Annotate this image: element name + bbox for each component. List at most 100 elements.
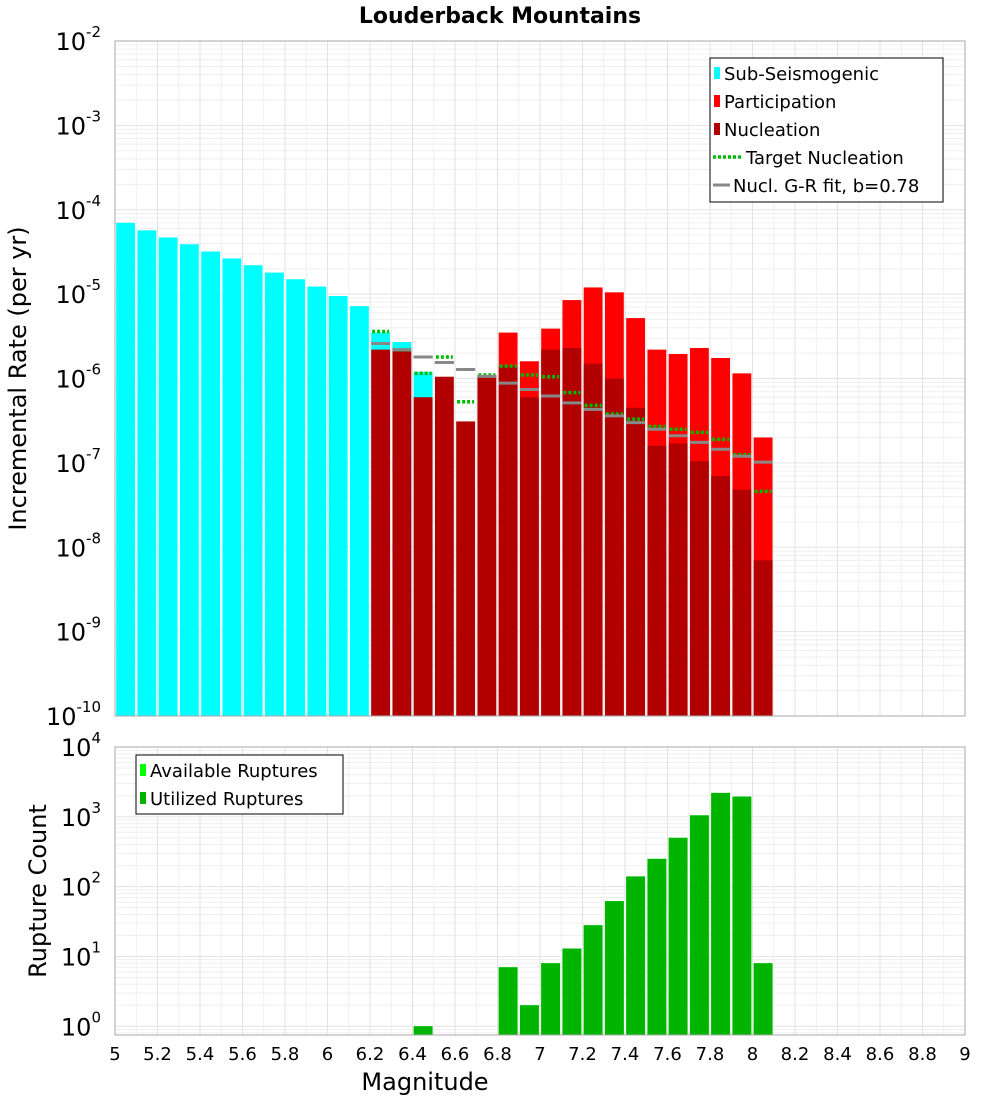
x-tick-label: 8.6 xyxy=(866,1044,895,1065)
x-tick-label: 7 xyxy=(534,1044,545,1065)
sub-seismogenic-bar xyxy=(222,258,242,716)
rate-legend-label: Sub-Seismogenic xyxy=(724,64,879,85)
rate-legend-swatch xyxy=(714,95,720,107)
count-y-tick-label: 102 xyxy=(61,869,101,902)
x-tick-label: 9 xyxy=(959,1044,970,1065)
rate-y-tick-label: 10-4 xyxy=(55,192,101,225)
sub-seismogenic-bar xyxy=(349,306,369,716)
rate-y-axis-label: Incremental Rate (per yr) xyxy=(4,226,32,530)
nucleation-bar xyxy=(732,489,752,716)
sub-seismogenic-bar xyxy=(179,244,199,717)
count-legend: Available Ruptures Utilized Ruptures xyxy=(135,754,344,815)
utilized-ruptures-bar xyxy=(519,1005,539,1035)
rate-y-tick-label: 10-10 xyxy=(46,698,101,731)
nucleation-bar xyxy=(456,421,476,716)
nucleation-bar xyxy=(413,397,433,716)
utilized-ruptures-bar xyxy=(711,792,731,1035)
utilized-ruptures-bar xyxy=(732,796,752,1035)
utilized-ruptures-bar xyxy=(413,1026,433,1035)
rate-legend-label: Nucl. G-R fit, b=0.78 xyxy=(733,176,919,197)
count-legend-box xyxy=(135,754,344,815)
count-legend-swatch xyxy=(140,764,146,776)
count-y-tick-label: 100 xyxy=(61,1008,101,1041)
x-tick-label: 8.2 xyxy=(781,1044,810,1065)
nucleation-bar xyxy=(541,349,561,716)
utilized-ruptures-bar xyxy=(604,901,624,1035)
rate-legend: Sub-Seismogenic Participation Nucleation Ta… xyxy=(709,57,944,203)
x-tick-label: 7.2 xyxy=(568,1044,597,1065)
rate-legend-box xyxy=(709,57,944,203)
x-tick-label: 7.4 xyxy=(611,1044,640,1065)
sub-seismogenic-bar xyxy=(328,296,348,716)
x-tick-label: 6.4 xyxy=(398,1044,427,1065)
utilized-ruptures-bar-group xyxy=(413,792,773,1035)
gr-fit-group xyxy=(371,341,773,464)
nucleation-bar xyxy=(711,475,731,716)
utilized-ruptures-bar xyxy=(689,815,709,1035)
rate-legend-label: Nucleation xyxy=(724,120,820,141)
count-legend-label: Available Ruptures xyxy=(150,761,318,782)
sub-seismogenic-bar xyxy=(286,279,306,716)
x-tick-label: 8.4 xyxy=(823,1044,852,1065)
x-tick-label: 5.2 xyxy=(143,1044,172,1065)
utilized-ruptures-bar xyxy=(647,858,667,1035)
nucleation-bar xyxy=(477,375,497,716)
rate-y-tick-label: 10-7 xyxy=(55,445,101,478)
nucleation-bar xyxy=(562,347,582,716)
nucleation-bar xyxy=(583,363,603,716)
count-y-tick-label: 104 xyxy=(61,729,101,762)
sub-seismogenic-bar xyxy=(243,265,263,716)
nucleation-bar-group xyxy=(371,347,773,716)
x-tick-label: 6.8 xyxy=(483,1044,512,1065)
x-tick-label: 5 xyxy=(109,1044,120,1065)
x-axis-label: Magnitude xyxy=(361,1068,488,1096)
sub-seismogenic-bar xyxy=(264,272,284,716)
sub-seismogenic-bar xyxy=(137,230,157,716)
x-tick-label: 6.6 xyxy=(441,1044,470,1065)
nucleation-bar xyxy=(753,560,773,716)
x-tick-label: 7.6 xyxy=(653,1044,682,1065)
nucleation-bar xyxy=(371,349,391,716)
nucleation-bar xyxy=(604,378,624,716)
rate-y-tick-label: 10-9 xyxy=(55,614,101,647)
nucleation-bar xyxy=(498,366,518,716)
utilized-ruptures-bar xyxy=(498,967,518,1035)
nucleation-bar xyxy=(668,443,688,716)
count-y-tick-label: 103 xyxy=(61,799,101,832)
x-tick-label: 7.8 xyxy=(696,1044,725,1065)
x-tick-label: 8.8 xyxy=(908,1044,937,1065)
x-tick-label: 5.4 xyxy=(186,1044,215,1065)
nucleation-bar xyxy=(434,376,454,716)
utilized-ruptures-bar xyxy=(541,963,561,1035)
sub-seismogenic-bar xyxy=(116,222,136,716)
x-tick-label: 6.2 xyxy=(356,1044,385,1065)
count-y-axis-label: Rupture Count xyxy=(24,804,52,978)
utilized-ruptures-bar xyxy=(626,876,646,1035)
chart-title: Louderback Mountains xyxy=(359,4,641,29)
utilized-ruptures-bar xyxy=(583,925,603,1035)
rate-y-tick-label: 10-6 xyxy=(55,361,101,394)
sub-seismogenic-bar xyxy=(307,286,327,716)
nucleation-bar xyxy=(392,351,412,716)
sub-seismogenic-bar xyxy=(201,251,221,716)
count-frame xyxy=(114,746,966,1036)
rate-legend-swatch xyxy=(714,67,720,79)
nucleation-bar xyxy=(519,397,539,716)
rate-frame xyxy=(114,40,966,717)
nucleation-bar xyxy=(626,407,646,716)
x-tick-label: 8 xyxy=(747,1044,758,1065)
count-y-tick-label: 101 xyxy=(61,938,101,971)
x-tick-label: 6 xyxy=(322,1044,333,1065)
rate-y-tick-label: 10-8 xyxy=(55,529,101,562)
rate-legend-label: Participation xyxy=(724,92,836,113)
nucleation-bar xyxy=(689,461,709,716)
sub-seismogenic-bar xyxy=(158,237,178,716)
rate-y-tick-label: 10-2 xyxy=(55,23,101,56)
rate-y-tick-label: 10-5 xyxy=(55,276,101,309)
utilized-ruptures-bar xyxy=(668,837,688,1035)
count-grid xyxy=(114,746,966,1035)
x-tick-label: 5.8 xyxy=(271,1044,300,1065)
x-tick-label: 5.6 xyxy=(228,1044,257,1065)
rate-legend-label: Target Nucleation xyxy=(745,148,904,169)
